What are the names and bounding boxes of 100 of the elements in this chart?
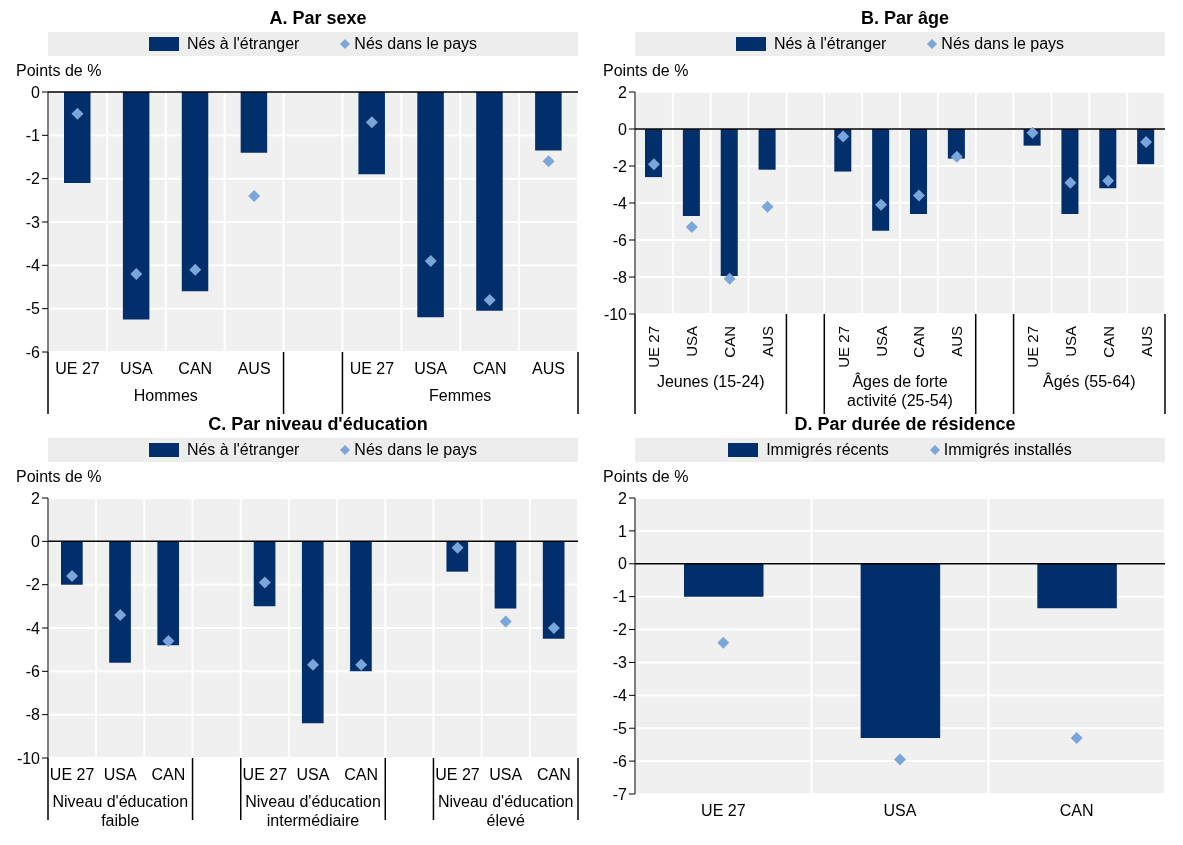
y-tick-label: -2 [612,157,628,175]
x-tick-label: CAN [910,326,928,358]
y-tick-label: -3 [25,213,41,231]
x-tick-label: UE 27 [349,360,395,377]
y-tick-label: -5 [25,300,41,318]
x-tick-label: USA [1061,326,1079,357]
point [114,609,127,621]
point [875,198,888,211]
point [1070,732,1083,745]
point [71,107,84,120]
y-tick-label: 2 [618,83,628,101]
x-tick-label: USA [872,326,890,357]
x-tick-label: CAN [721,326,739,358]
y-tick-label: 1 [618,522,628,540]
text: Hommes [133,387,198,404]
chart-title: A. Par sexe [268,8,368,30]
y-axis-title: Points de % [603,468,690,487]
y-tick-label: -1 [612,588,628,606]
legend-label: Immigrés récents [766,441,889,459]
text: Jeunes (15-24) [656,373,765,390]
point [365,116,378,129]
x-tick-label: UE 27 [55,360,100,377]
point [685,221,698,234]
y-tick-label: -6 [25,663,41,681]
legend-label: Nés dans le pays [941,35,1065,53]
y-tick-label: -8 [25,706,41,724]
legend-label: Nés à l'étranger [773,35,887,53]
text: Âgés (55-64) [1043,373,1136,390]
y-tick-label: -5 [612,719,628,737]
point [451,541,464,554]
text: Niveau d'éducation élevé [437,793,574,829]
y-tick-label: -10 [16,749,41,767]
y-axis-title: Points de % [16,62,103,81]
y-tick-label: -2 [612,621,628,639]
y-tick-label: -2 [25,170,41,188]
point [355,658,368,671]
point [307,658,319,671]
point [547,622,560,634]
x-tick-label: USA [414,360,448,377]
point [248,190,261,202]
point [258,576,271,589]
y-tick-label: -6 [612,752,628,770]
x-tick-label: CAN [344,766,379,783]
y-tick-label: 2 [618,489,628,507]
point [761,200,774,213]
x-tick-label: AUS [1137,326,1155,357]
y-tick-label: 0 [31,83,41,101]
text: Femmes [429,387,492,404]
x-tick-label: CAN [178,360,213,377]
y-tick-label: -4 [612,194,628,212]
point [499,615,512,628]
x-tick-label: CAN [1059,802,1094,819]
point [66,570,79,582]
point [1102,174,1115,187]
y-tick-label: 0 [31,533,41,551]
y-axis-title: Points de % [603,62,690,81]
point [1064,176,1077,189]
x-tick-label: UE 27 [49,766,95,783]
x-tick-label: UE 27 [1024,326,1041,368]
x-tick-label: USA [119,360,154,377]
y-tick-label: 2 [31,489,41,507]
text: Âges de forte activité (25-54) [847,373,953,409]
y-tick-label: -3 [612,654,628,672]
legend-label: Nés à l'étranger [186,441,300,459]
y-tick-label: -4 [25,619,41,637]
chart-title: B. Par âge [859,8,950,30]
x-tick-label: USA [683,326,701,357]
point [723,272,736,285]
point [130,268,143,280]
point [837,130,850,143]
x-tick-label: UE 27 [834,326,852,368]
y-tick-label: -6 [612,231,628,249]
x-tick-label: UE 27 [435,766,480,783]
y-tick-label: -2 [25,576,41,594]
legend-label: Nés dans le pays [354,441,478,459]
chart-title: C. Par niveau d'éducation [207,414,429,436]
text: Niveau d'éducation intermédiaire [245,793,381,829]
y-tick-label: -6 [25,343,41,361]
x-tick-label: CAN [1099,326,1117,358]
x-tick-label: UE 27 [242,766,288,783]
x-tick-label: AUS [759,326,776,357]
point [647,158,660,171]
x-tick-label: UE 27 [645,326,663,368]
point [542,155,555,168]
point [950,150,963,163]
x-tick-label: UE 27 [701,802,746,819]
text: Niveau d'éducation faible [52,793,189,829]
legend-label: Nés à l'étranger [186,35,300,53]
y-tick-label: -10 [603,305,628,323]
y-tick-label: -7 [612,785,628,803]
x-tick-label: USA [489,766,523,783]
y-tick-label: 0 [618,120,628,138]
point [717,636,730,649]
y-tick-label: -4 [612,687,628,705]
x-tick-label: CAN [537,766,571,783]
x-tick-label: AUS [237,360,271,377]
legend-label: Nés dans le pays [354,35,478,53]
x-tick-label: AUS [532,360,566,377]
y-tick-label: -8 [612,268,628,286]
x-tick-label: USA [103,766,138,783]
